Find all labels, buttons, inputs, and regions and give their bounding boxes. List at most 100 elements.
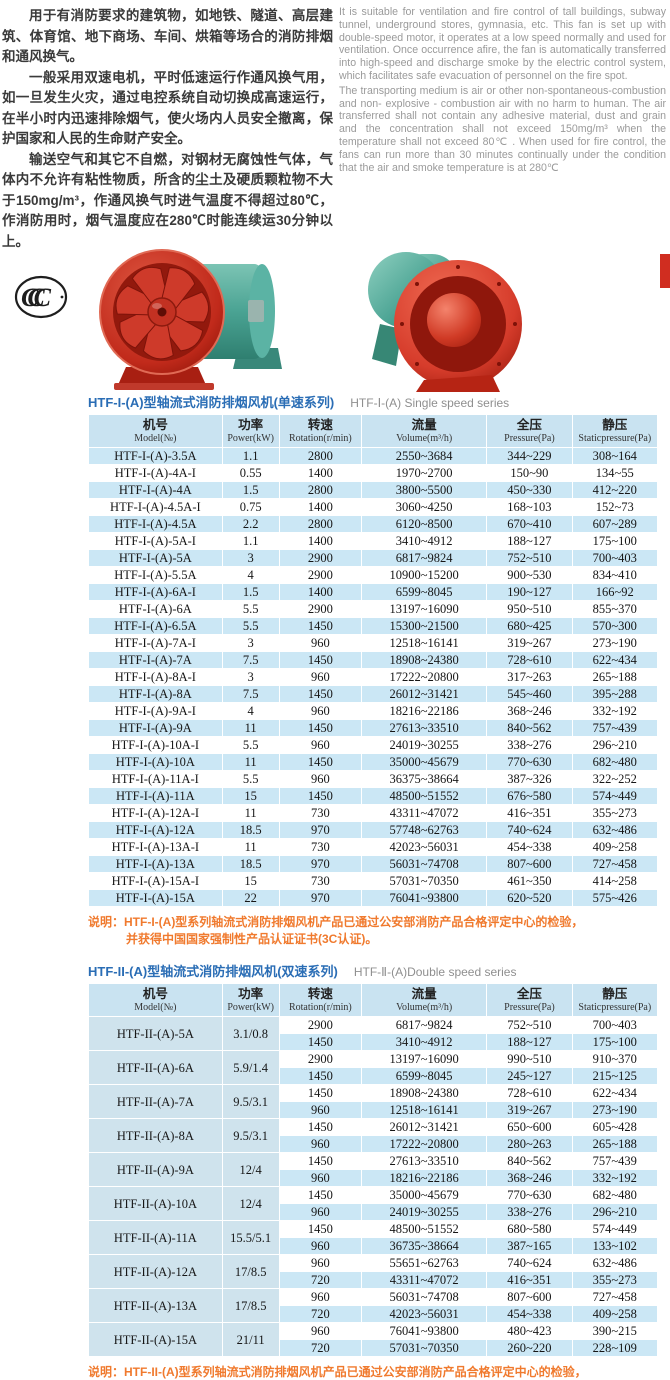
table-cell: 1450 [278,617,363,635]
table-cell: 26012~31421 [361,1118,488,1136]
table-cell: 1450 [278,1033,363,1051]
table-cell: HTF-I-(A)-6A-I [88,583,223,601]
table-cell: 730 [278,872,363,890]
table-cell: 730 [278,838,363,856]
table-cell: 18.5 [221,855,280,873]
model-cell: HTF-II-(A)-12A [88,1254,223,1289]
table-cell: 24019~30255 [361,736,488,754]
table-cell: 1450 [278,1152,363,1170]
table-cell: 1450 [278,651,363,669]
table-cell: 228~109 [571,1339,659,1357]
table-cell: 15 [221,787,280,805]
intro-chinese-column: 用于有消防要求的建筑物，如地铁、隧道、高层建筑、体育馆、地下商场、车间、烘箱等场… [2,6,333,252]
table-cell: HTF-I-(A)-4.5A [88,515,223,533]
table-cell: 133~102 [571,1237,659,1255]
table-cell: 5.5 [221,770,280,788]
table-row: HTF-I-(A)-6A 5.5 2900 13197~16090 950~510 855… [88,600,659,618]
table-cell: 2800 [278,515,363,533]
table-cell: 17222~20800 [361,1135,488,1153]
table-cell: HTF-I-(A)-11A-I [88,770,223,788]
table-cell: 807~600 [486,855,573,873]
table-cell: 344~229 [486,447,573,465]
table-cell: 960 [278,1237,363,1255]
table-cell: 752~510 [486,1016,573,1034]
double-speed-note: 说明：HTF-II-(A)型系列轴流式消防排烟风机产品已通过公安部消防产品合格评… [88,1365,587,1379]
table-row: HTF-I-(A)-12A 18.5 970 57748~62763 740~624 63… [88,821,659,839]
table-cell: 11 [221,719,280,737]
table-cell: 1400 [278,464,363,482]
table-row: HTF-II-(A)-11A 15.5/5.1 1450 48500~51552 680… [88,1220,659,1255]
table-cell: HTF-I-(A)-4A [88,481,223,499]
table-cell: 1450 [278,719,363,737]
model-cell: HTF-II-(A)-6A [88,1050,223,1085]
table-cell: 650~600 [486,1118,573,1136]
column-header: 全压 Pressure(Pa) [486,983,573,1017]
table-cell: HTF-I-(A)-7A-I [88,634,223,652]
product-photos: CCC [0,249,670,392]
table-cell: 728~610 [486,1084,573,1102]
table-cell: 1450 [278,753,363,771]
table-cell: HTF-I-(A)-15A-I [88,872,223,890]
table-cell: 574~449 [571,1220,659,1238]
table-cell: 570~300 [571,617,659,635]
model-cell: HTF-II-(A)-7A [88,1084,223,1119]
table-cell: 960 [278,1135,363,1153]
table-cell: 2550~3684 [361,447,488,465]
column-header: 静压 Staticpressure(Pa) [571,414,659,448]
power-cell: 3.1/0.8 [221,1016,280,1051]
table-cell: 5.5 [221,600,280,618]
power-cell: 21/11 [221,1322,280,1357]
table-cell: 168~103 [486,498,573,516]
model-cell: HTF-II-(A)-13A [88,1288,223,1323]
table-cell: 900~530 [486,566,573,584]
double-speed-title-en: HTF-Ⅱ-(A)Double speed series [353,965,517,979]
table-cell: 757~439 [571,1152,659,1170]
table-cell: 188~127 [486,532,573,550]
table-cell: 970 [278,821,363,839]
table-cell: 175~100 [571,1033,659,1051]
table-cell: 6599~8045 [361,583,488,601]
table-cell: HTF-I-(A)-4.5A-I [88,498,223,516]
table-row: 1450 6599~8045 245~127 215~125 [89,1067,659,1085]
table-cell: 296~210 [571,1203,659,1221]
table-cell: 1.1 [221,532,280,550]
power-cell: 9.5/3.1 [221,1118,280,1153]
table-row: HTF-II-(A)-15A 21/11 960 76041~93800 480~423… [88,1322,659,1357]
table-row: HTF-I-(A)-13A 18.5 970 56031~74708 807~600 72… [88,855,659,873]
table-cell: 355~273 [571,804,659,822]
table-cell: 190~127 [486,583,573,601]
table-cell: 1450 [278,1084,363,1102]
table-cell: 387~165 [486,1237,573,1255]
table-cell: 319~267 [486,634,573,652]
table-cell: 960 [278,736,363,754]
single-speed-table: 机号 Model(№) 功率 Power(kW) 转速 Rotation(r/min) 流量… [88,414,659,907]
table-cell: 42023~56031 [361,1305,488,1323]
table-row: HTF-I-(A)-5A 3 2900 6817~9824 752~510 700~403 [88,549,659,567]
table-cell: 960 [278,770,363,788]
single-speed-note: 说明：HTF-I-(A)型系列轴流式消防排烟风机产品已通过公安部消防产品合格评定… [88,915,584,946]
table-row: 960 24019~30255 338~276 296~210 [89,1203,659,1221]
table-cell: 42023~56031 [361,838,488,856]
table-cell: HTF-I-(A)-15A [88,889,223,907]
table-cell: 960 [278,1203,363,1221]
table-cell: 11 [221,804,280,822]
table-cell: HTF-I-(A)-9A-I [88,702,223,720]
table-cell: 338~276 [486,1203,573,1221]
intro-en-paragraph-2: The transporting medium is air or other … [339,84,666,174]
table-cell: 409~258 [571,838,659,856]
table-cell: HTF-I-(A)-7A [88,651,223,669]
table-cell: 18.5 [221,821,280,839]
table-row: HTF-I-(A)-7A-I 3 960 12518~16141 319~267 273~… [88,634,659,652]
single-speed-caption: HTF-I-(A)型轴流式消防排烟风机(单速系列) HTF-Ⅰ-(A) Sing… [0,392,670,412]
power-cell: 17/8.5 [221,1254,280,1289]
header-row: 机号 Model(№) 功率 Power(kW) 转速 Rotation(r/min) 流量… [88,983,659,1017]
column-header: 功率 Power(kW) [221,414,280,448]
table-cell: 215~125 [571,1067,659,1085]
intro-section: 用于有消防要求的建筑物，如地铁、隧道、高层建筑、体育馆、地下商场、车间、烘箱等场… [0,0,670,252]
table-cell: 355~273 [571,1271,659,1289]
table-cell: 680~580 [486,1220,573,1238]
table-cell: HTF-I-(A)-5A-I [88,532,223,550]
table-cell: 632~486 [571,821,659,839]
table-row: 720 42023~56031 454~338 409~258 [89,1305,659,1323]
table-cell: 56031~74708 [361,855,488,873]
